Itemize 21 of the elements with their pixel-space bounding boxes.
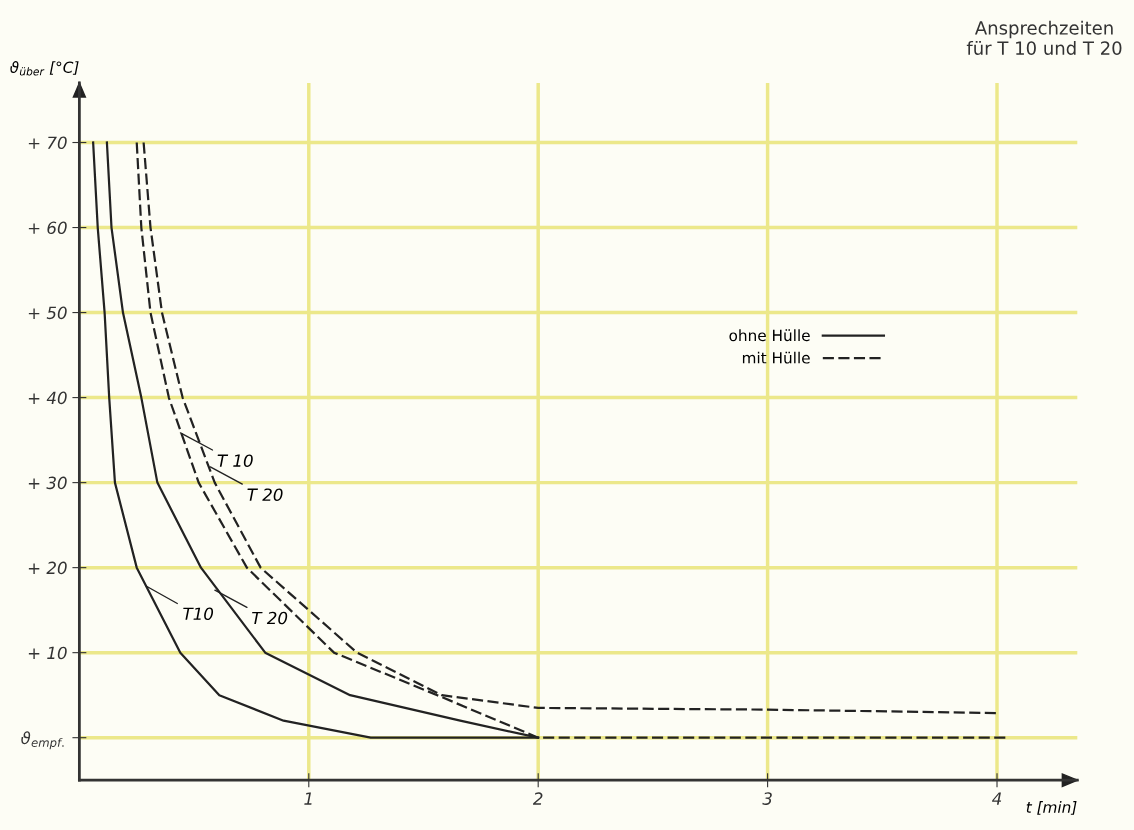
y-tick-label: + 40 (28, 391, 67, 405)
y-tick-label: + 10 (28, 646, 67, 660)
x-axis-title: t [min] (1026, 801, 1077, 815)
legend-label: mit Hülle (742, 351, 810, 364)
y-tick-label: + 70 (28, 136, 67, 150)
y-axis-title: ϑ$_{über}$ [°C] (10, 61, 79, 76)
annotation: T 20 (247, 488, 283, 501)
y-tick-label: + 60 (28, 221, 67, 235)
x-tick-label: 4 (992, 792, 1002, 805)
x-tick-label: 1 (304, 792, 312, 805)
x-tick-label: 3 (762, 792, 772, 805)
annotation: T 20 (252, 611, 288, 625)
legend-label: ohne Hülle (729, 329, 810, 342)
y-tick-label: + 50 (28, 306, 67, 320)
y-tick-label: + 20 (28, 561, 67, 575)
y-tick-label: + 30 (28, 476, 67, 490)
chart-title: Ansprechzeiten für T 10 und T 20 (966, 20, 1122, 55)
y-tick-label: ϑ$_{empf.}$ (21, 731, 64, 750)
x-tick-label: 2 (532, 792, 543, 805)
annotation: T10 (183, 607, 214, 621)
annotation: T 10 (217, 454, 253, 467)
